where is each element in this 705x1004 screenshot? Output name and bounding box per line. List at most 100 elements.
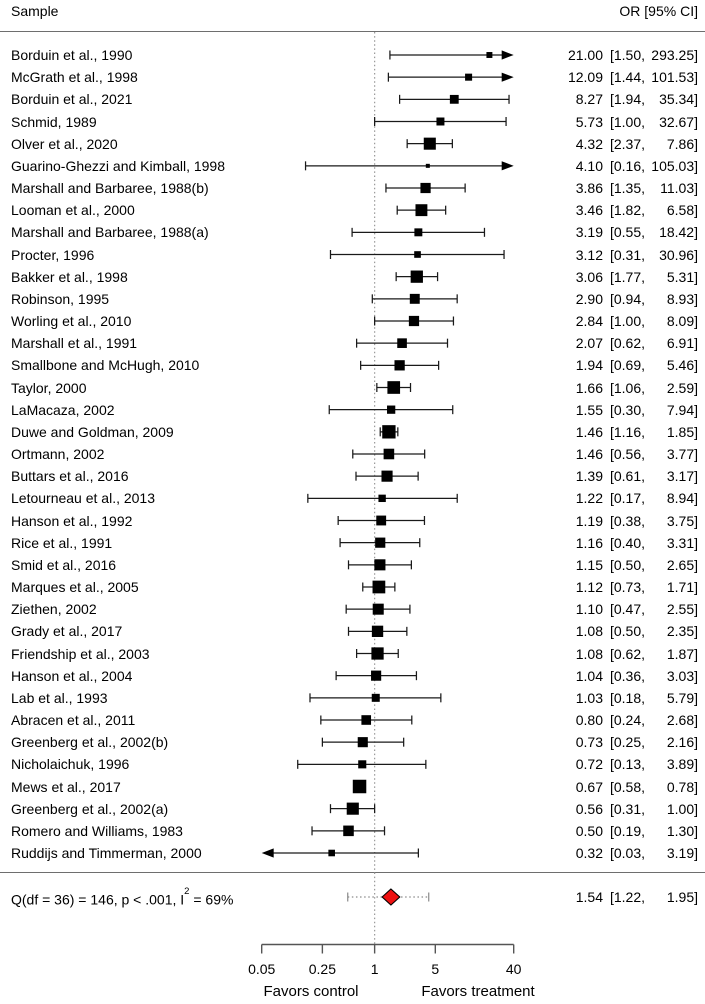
annotation-hi: 5.31] — [666, 268, 698, 285]
annotation-hi: 2.59] — [666, 379, 698, 396]
annotation-hi: 2.35] — [666, 623, 698, 640]
study-annotation: 0.80 [0.24, 2.68] — [563, 709, 698, 731]
annotation-est: 4.10 — [575, 157, 603, 174]
annotation-lo: [0.03, — [609, 845, 645, 861]
annotation-est: 1.08 — [575, 623, 603, 640]
study-label: Letourneau et al., 2013 — [11, 490, 156, 507]
annotation-lo: [0.19, — [609, 822, 645, 839]
heterogeneity-stats: Q(df = 36) = 146, p < .001, I2 = 69% — [11, 886, 233, 911]
annotation-hi: 2.55] — [666, 601, 698, 618]
annotation-hi: 2.68] — [666, 712, 698, 728]
study-row: Marshall and Barbaree, 1988(a) 3.19 [0.55,… — [0, 221, 705, 243]
annotation-hi: 3.19] — [666, 845, 698, 861]
annotation-est: 5.73 — [575, 113, 603, 130]
study-annotation: 1.66 [1.06, 2.59] — [563, 377, 698, 399]
study-label: Duwe and Goldman, 2009 — [11, 423, 174, 440]
annotation-lo: [1.00, — [609, 313, 645, 329]
study-annotation: 1.03 [0.18, 5.79] — [563, 687, 698, 709]
annotation-est: 1.04 — [575, 667, 603, 684]
study-row: Marshall et al., 1991 2.07 [0.62, 6.91] — [0, 332, 705, 354]
annotation-hi: 293.25] — [651, 47, 698, 63]
annotation-est: 1.55 — [575, 401, 603, 418]
annotation-lo: [0.58, — [609, 778, 645, 795]
study-row: Mews et al., 2017 0.67 [0.58, 0.78] — [0, 776, 705, 798]
annotation-est: 1.66 — [575, 379, 603, 396]
study-annotation: 1.46 [1.16, 1.85] — [563, 421, 698, 443]
study-annotation: 1.08 [0.50, 2.35] — [563, 620, 698, 642]
annotation-lo: [1.82, — [609, 202, 645, 219]
annotation-lo: [0.13, — [609, 756, 645, 773]
favors-treatment-label: Favors treatment — [421, 983, 535, 1000]
annotation-hi: 18.42] — [659, 224, 698, 241]
annotation-lo: [0.30, — [609, 401, 645, 418]
study-row: Olver et al., 2020 4.32 [2.37, 7.86] — [0, 133, 705, 155]
annotation-lo: [1.94, — [609, 91, 645, 108]
study-row: Abracen et al., 2011 0.80 [0.24, 2.68] — [0, 709, 705, 731]
study-annotation: 1.22 [0.17, 8.94] — [563, 487, 698, 509]
study-row: Buttars et al., 2016 1.39 [0.61, 3.17] — [0, 465, 705, 487]
annotation-est: 1.08 — [575, 645, 603, 662]
annotation-est: 1.94 — [575, 357, 603, 374]
study-row: Lab et al., 1993 1.03 [0.18, 5.79] — [0, 687, 705, 709]
study-row: Smid et al., 2016 1.15 [0.50, 2.65] — [0, 554, 705, 576]
study-label: Robinson, 1995 — [11, 290, 110, 307]
annotation-hi: 1.95] — [666, 889, 698, 905]
annotation-lo: [0.16, — [609, 157, 645, 174]
annotation-hi: 3.31] — [666, 534, 698, 551]
annotation-hi: 3.75] — [666, 512, 698, 529]
annotation-lo: [0.55, — [609, 224, 645, 241]
annotation-est: 0.67 — [575, 778, 603, 795]
study-label: Abracen et al., 2011 — [11, 712, 136, 728]
study-row: Grady et al., 2017 1.08 [0.50, 2.35] — [0, 620, 705, 642]
annotation-est: 1.03 — [575, 689, 603, 706]
study-annotation: 2.90 [0.94, 8.93] — [563, 288, 698, 310]
study-row: Hanson et al., 1992 1.19 [0.38, 3.75] — [0, 510, 705, 532]
study-label: Smid et al., 2016 — [11, 556, 117, 573]
study-label: Marshall and Barbaree, 1988(a) — [11, 224, 209, 241]
study-annotation: 0.73 [0.25, 2.16] — [563, 731, 698, 753]
annotation-hi: 6.91] — [666, 335, 698, 352]
annotation-est: 8.27 — [575, 91, 603, 108]
study-label: Schmid, 1989 — [11, 113, 97, 130]
heterogeneity-i2-superscript: 2 — [184, 886, 190, 897]
study-label: Greenberg et al., 2002(b) — [11, 734, 169, 751]
annotation-lo: [1.77, — [609, 268, 645, 285]
annotation-est: 1.22 — [575, 490, 603, 507]
annotation-est: 1.12 — [575, 579, 603, 595]
study-label: Friendship et al., 2003 — [11, 645, 150, 662]
annotation-hi: 11.03] — [660, 180, 698, 196]
study-annotation: 1.94 [0.69, 5.46] — [563, 354, 698, 376]
annotation-lo: [1.22, — [609, 889, 645, 905]
annotation-lo: [0.18, — [609, 689, 645, 706]
study-row: Marques et al., 2005 1.12 [0.73, 1.71] — [0, 576, 705, 598]
study-row: Romero and Williams, 1983 0.50 [0.19, 1.30] — [0, 820, 705, 842]
annotation-hi: 101.53] — [651, 69, 698, 86]
study-label: Marques et al., 2005 — [11, 579, 139, 595]
annotation-hi: 2.16] — [666, 734, 698, 751]
study-label: LaMacaza, 2002 — [11, 401, 115, 418]
annotation-hi: 30.96] — [659, 246, 698, 263]
annotation-est: 12.09 — [567, 69, 603, 86]
study-annotation: 1.04 [0.36, 3.03] — [563, 665, 698, 687]
annotation-lo: [0.31, — [609, 800, 645, 817]
annotation-lo: [1.35, — [609, 180, 645, 196]
tick-label: 40 — [505, 961, 522, 977]
study-label: Marshall et al., 1991 — [11, 335, 138, 352]
study-row: Taylor, 2000 1.66 [1.06, 2.59] — [0, 377, 705, 399]
annotation-lo: [1.44, — [609, 69, 645, 86]
study-label: Rice et al., 1991 — [11, 534, 113, 551]
column-header-or-ci: OR [95% CI] — [619, 3, 698, 19]
study-annotation: 0.56 [0.31, 1.00] — [563, 798, 698, 820]
study-annotation: 1.16 [0.40, 3.31] — [563, 532, 698, 554]
annotation-hi: 5.79] — [666, 689, 698, 706]
study-annotation: 1.19 [0.38, 3.75] — [563, 510, 698, 532]
study-annotation: 12.09 [1.44, 101.53] — [563, 66, 698, 88]
annotation-est: 21.00 — [567, 47, 603, 63]
annotation-lo: [0.24, — [609, 712, 645, 728]
annotation-est: 0.50 — [575, 822, 603, 839]
annotation-lo: [0.40, — [609, 534, 645, 551]
annotation-hi: 8.09] — [666, 313, 698, 329]
study-row: Schmid, 1989 5.73 [1.00, 32.67] — [0, 111, 705, 133]
annotation-lo: [0.17, — [609, 490, 645, 507]
